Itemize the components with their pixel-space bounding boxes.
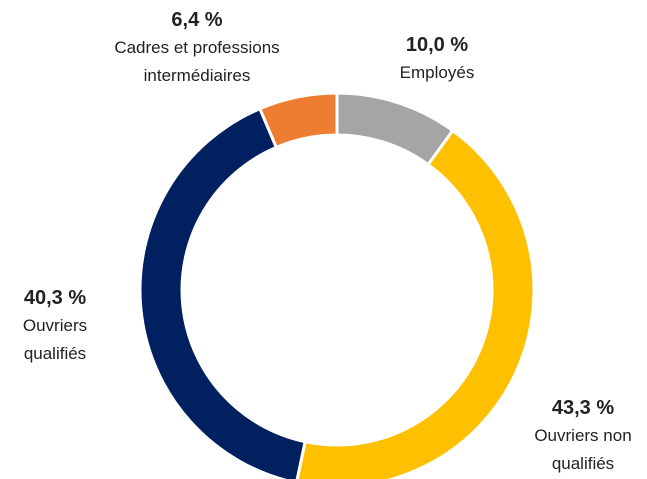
donut-slice <box>257 91 339 150</box>
donut-slice <box>138 106 307 479</box>
category-label: Ouvriers qualifiés <box>22 316 88 363</box>
value-label: 40,3 % <box>23 287 87 309</box>
slice-label: 40,3 % Ouvriers qualifiés <box>0 284 110 368</box>
value-label: 43,3 % <box>551 397 615 419</box>
category-label: Employés <box>399 63 475 82</box>
category-label: Cadres et professions intermédiaires <box>114 38 280 85</box>
slice-label: 10,0 % Employés <box>357 31 517 87</box>
donut-slice <box>295 128 536 479</box>
value-label: 10,0 % <box>405 34 469 56</box>
slice-label: 6,4 % Cadres et professions intermédiaire… <box>82 6 312 90</box>
value-label: 6,4 % <box>171 9 223 31</box>
category-label: Ouvriers non qualifiés <box>534 426 632 473</box>
slice-label: 43,3 % Ouvriers non qualifiés <box>503 394 647 478</box>
